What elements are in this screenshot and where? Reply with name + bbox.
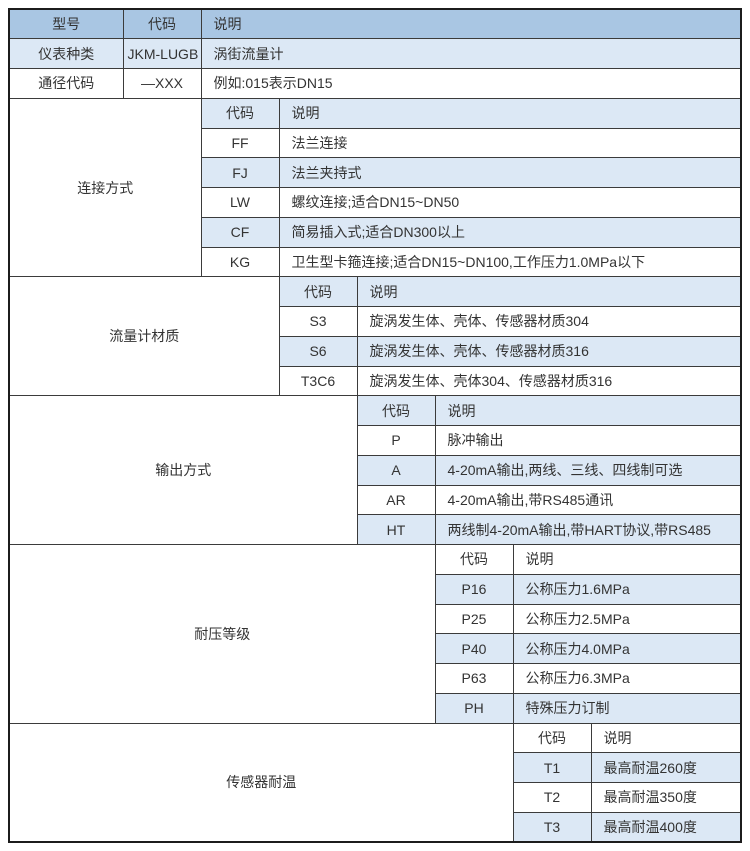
table-row: 耐压等级 代码 说明 [8, 544, 742, 724]
code-cell: P40 [434, 633, 514, 664]
code-cell: S6 [278, 335, 358, 367]
sub-code-header-cell: 代码 [434, 544, 514, 575]
code-cell: LW [200, 187, 280, 218]
sub-code-header-cell: 代码 [278, 276, 358, 307]
sub-code-header-cell: 代码 [512, 722, 592, 754]
sub-desc-header-cell: 说明 [434, 395, 742, 426]
table-row: 输出方式 代码 说明 [8, 395, 742, 545]
table-row: P40 公称压力4.0MPa [9, 633, 742, 664]
table-row: 通径代码 —XXX 例如:015表示DN15 [8, 68, 742, 99]
desc-cell: 最高耐温400度 [590, 811, 742, 843]
table-row: 仪表种类 JKM-LUGB 涡街流量计 [8, 38, 742, 69]
table-row: FJ 法兰夹持式 [9, 157, 742, 188]
desc-cell: 旋涡发生体、壳体、传感器材质304 [356, 306, 742, 337]
desc-cell: 4-20mA输出,两线、三线、四线制可选 [434, 454, 742, 486]
code-cell: T3C6 [278, 365, 358, 397]
table-row: CF 简易插入式;适合DN300以上 [9, 216, 742, 248]
desc-cell: 公称压力4.0MPa [512, 633, 742, 664]
table-row: P 脉冲输出 [9, 425, 742, 456]
code-cell: FF [200, 127, 280, 159]
desc-cell: 法兰连接 [278, 127, 742, 159]
code-cell: T2 [512, 782, 592, 813]
table-row: KG 卫生型卡箍连接;适合DN15~DN100,工作压力1.0MPa以下 [9, 246, 742, 278]
code-cell: P [356, 425, 436, 456]
table-row: 连接方式 代码 说明 [8, 97, 742, 278]
sub-desc-header-cell: 说明 [512, 544, 742, 575]
code-cell: —XXX [122, 68, 202, 99]
table-row: T3C6 旋涡发生体、壳体304、传感器材质316 [9, 365, 742, 397]
table-row: AR 4-20mA输出,带RS485通讯 [9, 484, 742, 516]
code-cell: FJ [200, 157, 280, 188]
desc-cell: 公称压力1.6MPa [512, 573, 742, 605]
code-cell: P63 [434, 663, 514, 694]
desc-cell: 法兰夹持式 [278, 157, 742, 188]
desc-cell: 最高耐温260度 [590, 752, 742, 783]
sub-desc-header-cell: 说明 [278, 97, 742, 129]
sub-desc-header-cell: 说明 [590, 722, 742, 754]
table-row: 流量计材质 代码 说明 [8, 276, 742, 397]
sub-code-header-cell: 代码 [200, 97, 280, 129]
desc-cell: 公称压力6.3MPa [512, 663, 742, 694]
table-row: HT 两线制4-20mA输出,带HART协议,带RS485 [9, 514, 742, 545]
desc-cell: 旋涡发生体、壳体、传感器材质316 [356, 335, 742, 367]
table-row: T1 最高耐温260度 [9, 752, 742, 783]
code-cell: P16 [434, 573, 514, 605]
code-cell: T3 [512, 811, 592, 843]
section-label-cell: 传感器耐温 [8, 722, 514, 843]
section-label-cell: 连接方式 [8, 97, 202, 278]
desc-cell: 特殊压力订制 [512, 692, 742, 724]
table-row: T3 最高耐温400度 [9, 811, 742, 843]
desc-cell: 螺纹连接;适合DN15~DN50 [278, 187, 742, 218]
code-cell: AR [356, 484, 436, 516]
desc-cell: 脉冲输出 [434, 425, 742, 456]
row-label-cell: 通径代码 [8, 68, 124, 99]
table-row: P25 公称压力2.5MPa [9, 603, 742, 635]
code-cell: KG [200, 246, 280, 278]
code-cell: HT [356, 514, 436, 545]
table-row: S6 旋涡发生体、壳体、传感器材质316 [9, 335, 742, 367]
table-row: P63 公称压力6.3MPa [9, 663, 742, 694]
section-label-cell: 耐压等级 [8, 544, 436, 724]
desc-cell: 例如:015表示DN15 [200, 68, 742, 99]
code-cell: JKM-LUGB [122, 38, 202, 69]
spec-table: 型号 代码 说明 仪表种类 JKM-LUGB 涡街流量计 通径代码 —XXX 例… [8, 8, 742, 843]
table-row: LW 螺纹连接;适合DN15~DN50 [9, 187, 742, 218]
desc-cell: 公称压力2.5MPa [512, 603, 742, 635]
code-cell: PH [434, 692, 514, 724]
code-header-cell: 代码 [122, 8, 202, 40]
section-label-cell: 流量计材质 [8, 276, 280, 397]
code-cell: CF [200, 216, 280, 248]
desc-cell: 两线制4-20mA输出,带HART协议,带RS485 [434, 514, 742, 545]
code-cell: P25 [434, 603, 514, 635]
table-row: FF 法兰连接 [9, 127, 742, 159]
sub-code-header-cell: 代码 [356, 395, 436, 426]
desc-header-cell: 说明 [200, 8, 742, 40]
desc-cell: 涡街流量计 [200, 38, 742, 69]
desc-cell: 最高耐温350度 [590, 782, 742, 813]
desc-cell: 旋涡发生体、壳体304、传感器材质316 [356, 365, 742, 397]
code-cell: S3 [278, 306, 358, 337]
sub-desc-header-cell: 说明 [356, 276, 742, 307]
model-header-cell: 型号 [8, 8, 124, 40]
table-row: PH 特殊压力订制 [9, 692, 742, 724]
table-row: A 4-20mA输出,两线、三线、四线制可选 [9, 454, 742, 486]
row-label-cell: 仪表种类 [8, 38, 124, 69]
table-row: 型号 代码 说明 [8, 8, 742, 40]
code-cell: A [356, 454, 436, 486]
table-row: P16 公称压力1.6MPa [9, 573, 742, 605]
section-label-cell: 输出方式 [8, 395, 358, 545]
table-row: 传感器耐温 代码 说明 [8, 722, 742, 843]
code-cell: T1 [512, 752, 592, 783]
table-row: T2 最高耐温350度 [9, 782, 742, 813]
desc-cell: 卫生型卡箍连接;适合DN15~DN100,工作压力1.0MPa以下 [278, 246, 742, 278]
desc-cell: 简易插入式;适合DN300以上 [278, 216, 742, 248]
desc-cell: 4-20mA输出,带RS485通讯 [434, 484, 742, 516]
